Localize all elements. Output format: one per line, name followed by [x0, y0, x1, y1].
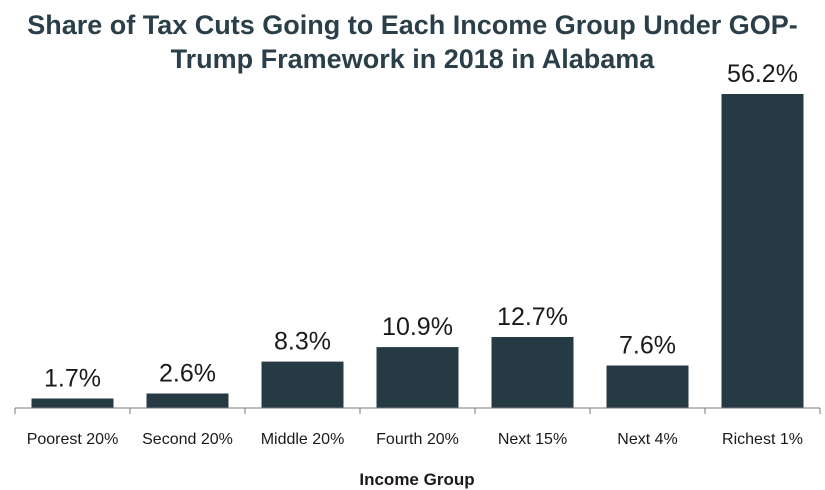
x-tick-label-next-15: Next 15% [498, 431, 567, 448]
x-ticks-group: Poorest 20% Second 20% Middle 20% Fourth 20… [14, 408, 821, 448]
value-label-middle-20: 8.3% [274, 328, 331, 356]
x-tick-label-second-20: Second 20% [142, 431, 233, 448]
bar-richest-1 [721, 94, 804, 408]
bar-next-4 [606, 365, 689, 408]
x-tick-label-next-4: Next 4% [617, 431, 677, 448]
value-label-next-4: 7.6% [619, 332, 676, 360]
bar-middle-20 [261, 361, 344, 408]
x-tick-label-poorest-20: Poorest 20% [27, 431, 119, 448]
x-axis-title: Income Group [359, 470, 474, 489]
bar-poorest-20 [31, 398, 114, 408]
chart-title-line-1: Share of Tax Cuts Going to Each Income G… [27, 10, 798, 40]
bar-next-15 [491, 337, 574, 408]
x-tick-label-fourth-20: Fourth 20% [376, 431, 459, 448]
value-label-richest-1: 56.2% [727, 60, 798, 88]
chart-title-line-2: Trump Framework in 2018 in Alabama [171, 44, 656, 74]
value-label-fourth-20: 10.9% [382, 313, 453, 341]
bar-fourth-20 [376, 347, 459, 408]
value-label-poorest-20: 1.7% [44, 365, 101, 393]
x-tick-label-middle-20: Middle 20% [261, 431, 345, 448]
bar-second-20 [146, 393, 229, 408]
value-labels-group: 1.7% 2.6% 8.3% 10.9% 12.7% 7.6% 56.2% [44, 60, 798, 393]
bars-group [31, 94, 804, 408]
x-tick-label-richest-1: Richest 1% [722, 431, 803, 448]
value-label-second-20: 2.6% [159, 360, 216, 388]
value-label-next-15: 12.7% [497, 303, 568, 331]
